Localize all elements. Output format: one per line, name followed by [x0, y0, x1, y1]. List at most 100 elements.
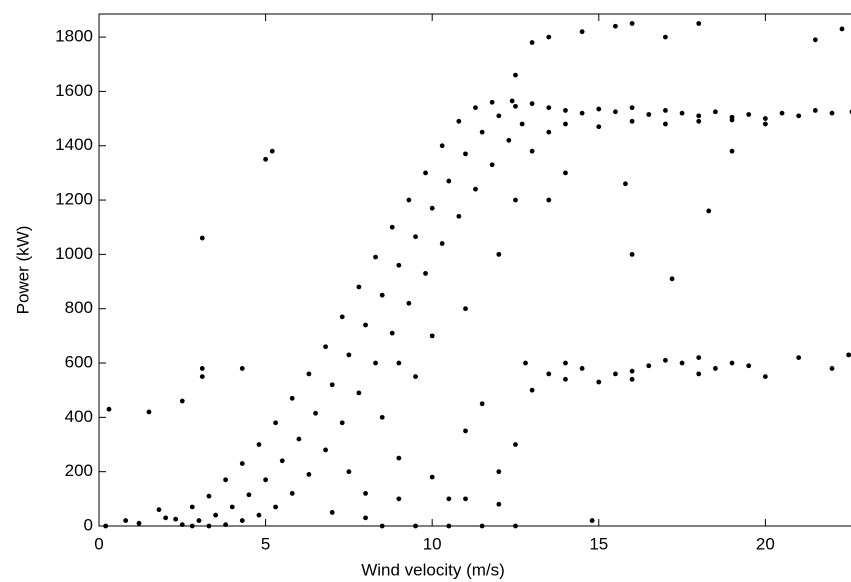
data-point	[646, 112, 652, 117]
data-point	[663, 34, 668, 40]
data-point	[546, 371, 552, 377]
data-point	[156, 507, 162, 513]
y-tick-label: 800	[65, 298, 93, 317]
data-point	[423, 270, 428, 276]
data-point	[579, 110, 585, 116]
data-point	[179, 522, 185, 528]
data-point	[206, 493, 212, 499]
data-point	[563, 121, 568, 127]
data-point	[229, 504, 235, 510]
data-point	[463, 306, 468, 312]
data-point	[762, 374, 768, 380]
data-point	[199, 235, 205, 241]
data-point	[379, 523, 385, 529]
data-point	[729, 360, 735, 366]
data-point	[213, 512, 219, 518]
data-point	[446, 496, 452, 502]
data-point	[712, 109, 718, 115]
x-tick-label: 10	[423, 534, 442, 553]
data-point	[413, 234, 418, 240]
data-point	[446, 178, 452, 184]
data-point	[206, 523, 212, 529]
data-point	[363, 322, 368, 328]
data-point	[696, 118, 702, 124]
data-point	[439, 241, 445, 246]
data-point	[646, 363, 652, 369]
data-point	[306, 471, 312, 477]
data-point	[196, 518, 202, 523]
data-point	[373, 254, 378, 260]
data-point	[396, 455, 402, 461]
data-point	[323, 447, 328, 453]
data-point	[513, 523, 518, 529]
data-point	[339, 420, 345, 426]
data-point	[463, 496, 468, 502]
data-point	[246, 492, 252, 498]
data-point	[279, 458, 285, 464]
y-tick-label: 600	[65, 353, 93, 372]
data-point	[496, 113, 502, 119]
data-point	[679, 360, 685, 366]
x-axis-label: Wind velocity (m/s)	[361, 560, 505, 579]
data-point	[446, 523, 452, 529]
data-point	[523, 360, 528, 366]
data-point	[373, 360, 378, 366]
data-point	[123, 518, 129, 523]
data-point	[239, 461, 245, 466]
data-point	[513, 442, 518, 447]
data-point	[273, 420, 278, 426]
data-point	[479, 523, 485, 529]
data-point	[463, 428, 468, 434]
data-point	[239, 518, 245, 523]
data-point	[746, 112, 752, 117]
data-point	[429, 205, 435, 211]
data-point	[256, 442, 262, 447]
data-point	[456, 118, 462, 124]
data-point	[779, 110, 785, 116]
data-point	[406, 197, 412, 203]
data-point	[429, 333, 435, 339]
y-tick-label: 1600	[55, 81, 93, 100]
data-point	[356, 284, 362, 290]
data-point	[329, 382, 335, 388]
data-point	[396, 496, 402, 502]
data-point	[629, 21, 635, 26]
data-point	[163, 515, 169, 521]
data-point	[363, 491, 368, 496]
data-point	[413, 523, 418, 529]
y-tick-label: 400	[65, 407, 93, 426]
data-point	[496, 469, 502, 475]
data-point	[796, 355, 802, 360]
data-point	[479, 401, 485, 407]
data-point	[513, 197, 518, 203]
data-point	[762, 116, 768, 121]
data-point	[356, 390, 362, 396]
data-point	[479, 129, 485, 135]
data-point	[812, 37, 818, 43]
data-point	[629, 118, 635, 124]
data-point	[489, 99, 495, 105]
data-point	[712, 366, 718, 371]
data-point	[519, 121, 525, 127]
data-point	[839, 26, 845, 32]
data-point	[796, 113, 802, 119]
data-point	[306, 371, 312, 377]
axes-box	[98, 13, 851, 527]
data-point	[199, 374, 205, 380]
data-point	[346, 352, 352, 358]
data-point	[546, 197, 552, 203]
data-point	[696, 371, 702, 377]
data-point	[269, 148, 275, 154]
data-point	[696, 355, 702, 360]
y-tick-label: 1000	[55, 244, 93, 263]
data-point	[396, 360, 402, 366]
data-point	[136, 520, 142, 526]
data-point	[496, 251, 502, 257]
data-point	[429, 474, 435, 480]
data-point	[829, 366, 835, 371]
data-point	[579, 29, 585, 35]
data-point	[546, 105, 552, 111]
data-point	[463, 151, 468, 157]
x-tick-label: 5	[261, 534, 270, 553]
data-point	[529, 101, 535, 107]
